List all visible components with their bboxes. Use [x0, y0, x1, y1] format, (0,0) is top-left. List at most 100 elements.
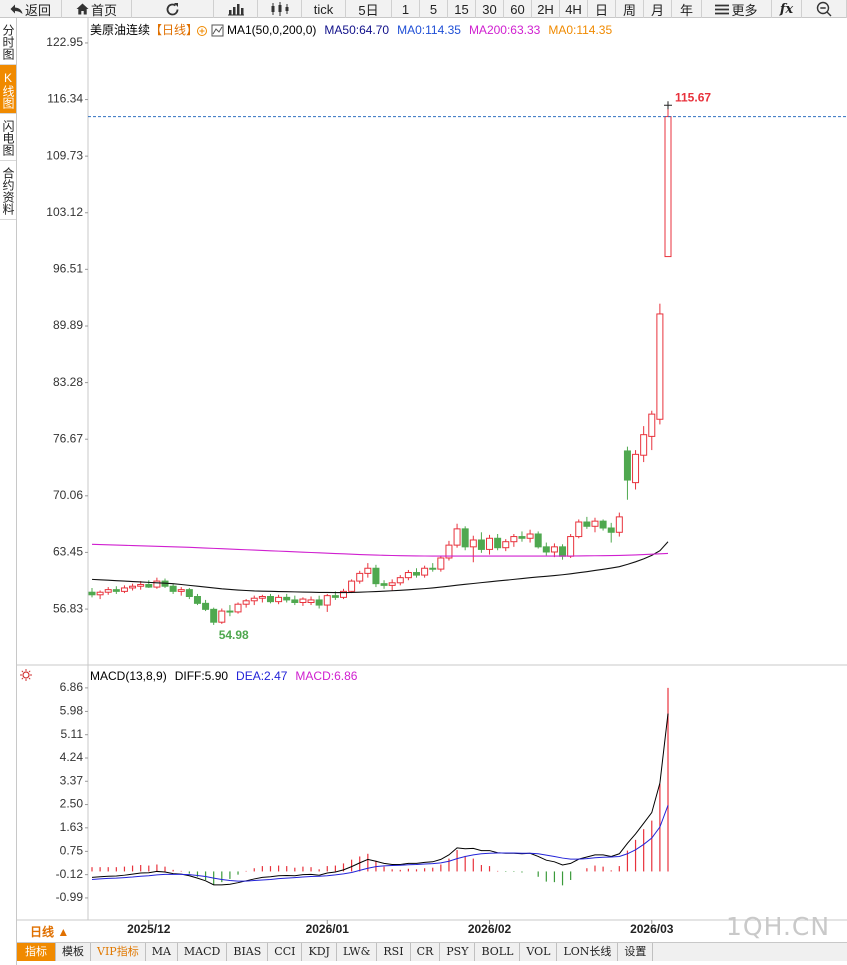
toolbar-button[interactable]: 5日 [346, 0, 392, 18]
candle-body [291, 599, 299, 603]
sidebar-tab[interactable]: 分时图 [0, 18, 16, 65]
moving-average-line [91, 543, 669, 557]
candle-body [210, 608, 218, 623]
indicator-tab[interactable]: LON长线 [557, 943, 619, 961]
icon-graphic [10, 4, 23, 14]
indicator-tab[interactable]: MACD [178, 943, 228, 961]
icon [227, 2, 245, 16]
candle-body [185, 589, 193, 598]
add-icon[interactable] [197, 26, 207, 36]
button-label: 月 [650, 2, 664, 18]
toolbar-button[interactable]: 30 [476, 0, 504, 18]
toolbar-button[interactable]: 15 [448, 0, 476, 18]
candle-body [315, 599, 323, 606]
icon [10, 4, 23, 15]
indicator-box-icon[interactable] [211, 24, 224, 37]
indicator-tab[interactable]: 设置 [618, 943, 654, 961]
toolbar-button[interactable] [132, 0, 214, 18]
toolbar-button[interactable] [802, 0, 847, 18]
candle-body [421, 567, 429, 576]
toolbar-button[interactable]: 首页 [62, 0, 132, 18]
y-tick-label: -0.99 [56, 890, 84, 904]
button-label: 2H [537, 1, 554, 17]
sidebar-tab[interactable]: K线图 [0, 65, 16, 114]
indicator-tab[interactable]: PSY [440, 943, 476, 961]
candle-body [104, 589, 112, 593]
toolbar-button[interactable]: 日 [588, 0, 616, 18]
candle-body [364, 567, 372, 574]
candle-body [299, 598, 307, 603]
candle-body [266, 596, 274, 603]
candle-body [632, 453, 640, 484]
y-tick-label: 70.06 [53, 488, 83, 502]
indicator-tab[interactable]: BIAS [227, 943, 269, 961]
indicator-tab[interactable]: MA [146, 943, 178, 961]
candle-body [534, 533, 542, 548]
candle-body [202, 602, 210, 610]
icon [816, 1, 832, 17]
candle-body [112, 589, 120, 592]
candle-body [567, 536, 575, 557]
legend-item: MACD(13,8,9) [90, 669, 167, 683]
indicator-tab[interactable]: CCI [268, 943, 303, 961]
candle-body [664, 116, 672, 258]
indicator-tab[interactable]: LW& [337, 943, 378, 961]
indicator-tab[interactable]: RSI [377, 943, 411, 961]
candle-body [120, 587, 128, 592]
indicator-tab[interactable]: BOLL [475, 943, 521, 961]
legend-item: MA1(50,0,200,0) [227, 23, 316, 37]
sidebar-tab[interactable]: 合约资料 [0, 161, 16, 220]
button-label: 15 [454, 1, 469, 17]
legend-item: MA0:114.35 [548, 23, 612, 37]
toolbar-button[interactable] [258, 0, 302, 18]
x-tick-label: 2025/12 [127, 922, 171, 936]
toolbar-button[interactable]: 返回 [0, 0, 62, 18]
candle-body [550, 546, 558, 553]
toolbar-button[interactable]: 年 [672, 0, 702, 18]
candle-body [388, 582, 396, 586]
candle-body [323, 595, 331, 606]
indicator-tabs: 指标 模板 VIP指标 MA MACD BIAS CCI KDJ LW& RSI CR PSY BOLL… [17, 942, 847, 961]
legend-item: MA0:114.35 [397, 23, 461, 37]
candle-body [413, 572, 421, 576]
candle-body [656, 313, 664, 420]
indicator-tab[interactable]: CR [411, 943, 441, 961]
button-label: 5 [429, 1, 438, 17]
candle-body [339, 590, 347, 598]
toolbar-button[interactable]: 5 [420, 0, 448, 18]
y-tick-label: 2.50 [60, 797, 84, 811]
candle-body [153, 580, 161, 588]
indicator-tab[interactable]: KDJ [302, 943, 337, 961]
icon-plus [199, 28, 205, 34]
y-tick-label: 116.34 [47, 92, 83, 106]
toolbar-button[interactable] [214, 0, 258, 18]
icon-line [212, 26, 223, 35]
icon [76, 3, 89, 15]
macd-line [91, 805, 669, 882]
indicator-tab[interactable]: 模板 [56, 943, 91, 961]
toolbar-button[interactable]: fx [772, 0, 802, 18]
toolbar-button[interactable]: 4H [560, 0, 588, 18]
macd-line [91, 713, 669, 886]
moving-average-line [91, 541, 669, 594]
indicator-tab[interactable]: 指标 [17, 943, 56, 961]
indicator-icon[interactable] [20, 669, 32, 681]
y-tick-label: -0.12 [56, 867, 84, 881]
candle-body [494, 537, 502, 549]
indicator-tab[interactable]: VIP指标 [91, 943, 146, 961]
toolbar-button[interactable]: 更多 [702, 0, 772, 18]
y-tick-label: 83.28 [53, 375, 83, 389]
toolbar-button[interactable]: 1 [392, 0, 420, 18]
toolbar-button[interactable]: 2H [532, 0, 560, 18]
candle-body [307, 599, 315, 603]
sidebar-tab[interactable]: 闪电图 [0, 114, 16, 161]
button-label: 返回 [24, 2, 51, 18]
toolbar-button[interactable]: 月 [644, 0, 672, 18]
indicator-tab[interactable]: VOL [520, 943, 558, 961]
toolbar-button[interactable]: 周 [616, 0, 644, 18]
toolbar-button[interactable]: 60 [504, 0, 532, 18]
legend-item: MA50:64.70 [324, 23, 389, 37]
icon-graphic [227, 4, 244, 16]
button-label: 4H [565, 1, 582, 17]
toolbar-button[interactable]: tick [302, 0, 346, 18]
